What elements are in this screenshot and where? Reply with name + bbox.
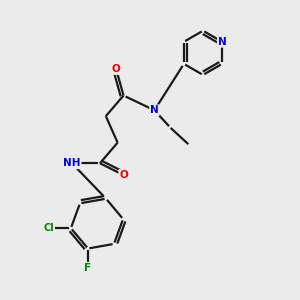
- Text: N: N: [150, 105, 159, 115]
- Text: O: O: [119, 170, 128, 180]
- Text: Cl: Cl: [44, 223, 54, 233]
- Text: N: N: [218, 37, 226, 47]
- Text: NH: NH: [63, 158, 81, 168]
- Text: O: O: [112, 64, 121, 74]
- Text: F: F: [84, 263, 92, 273]
